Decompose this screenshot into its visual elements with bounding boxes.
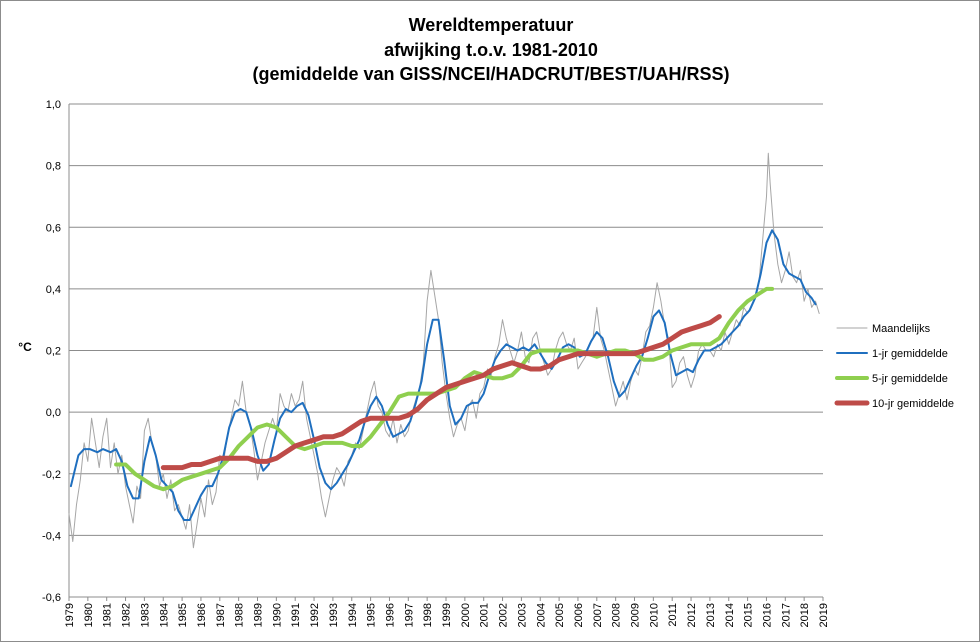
x-tick-label: 2004 [535,603,547,627]
legend-label: 10-jr gemiddelde [872,398,954,410]
x-tick-label: 2016 [761,603,773,627]
y-tick-label: 0,0 [46,407,61,419]
x-tick-label: 2019 [818,603,830,627]
x-tick-label: 2012 [686,603,698,627]
x-tick-label: 1986 [196,603,208,627]
x-tick-label: 1988 [234,603,246,627]
legend-label: Maandelijks [872,323,931,335]
x-tick-label: 2018 [799,603,811,627]
y-tick-label: 0,6 [46,222,61,234]
y-tick-label: 1,0 [46,99,61,111]
y-axis-label: °C [18,340,32,354]
x-tick-label: 2014 [724,603,736,627]
x-tick-label: 2013 [705,603,717,627]
x-tick-label: 1999 [441,603,453,627]
x-tick-label: 1983 [139,603,151,627]
title-line-2: afwijking t.o.v. 1981-2010 [384,40,598,60]
x-tick-label: 1994 [347,603,359,627]
x-tick-label: 2017 [780,603,792,627]
x-tick-label: 2003 [516,603,528,627]
x-tick-label: 2015 [743,603,755,627]
x-tick-label: 1998 [422,603,434,627]
x-tick-label: 1980 [83,603,95,627]
x-axis-ticks: 1979 1980 1981 1982 1983 1984 1985 1986 1987 1988… [64,597,830,627]
x-tick-label: 1989 [253,603,265,627]
y-tick-label: 0,4 [46,284,61,296]
title-line-1: Wereldtemperatuur [409,15,574,35]
x-tick-label: 1984 [158,603,170,627]
series-lines [68,152,820,549]
legend-label: 1-jr gemiddelde [872,348,948,360]
x-tick-label: 2002 [498,603,510,627]
x-tick-label: 2005 [554,603,566,627]
y-tick-label: -0,2 [42,469,61,481]
x-tick-label: 1990 [271,603,283,627]
y-tick-label: -0,6 [42,592,61,604]
x-tick-label: 1981 [102,603,114,627]
x-tick-label: 2009 [630,603,642,627]
x-tick-label: 1982 [121,603,133,627]
y-tick-label: -0,4 [42,530,61,542]
series-line-2 [69,229,817,521]
x-tick-label: 2011 [667,603,679,627]
x-tick-label: 1991 [290,603,302,627]
y-tick-label: 0,2 [46,346,61,358]
x-tick-label: 1995 [366,603,378,627]
x-tick-label: 2000 [460,603,472,627]
legend: Maandelijks 1-jr gemiddelde 5-jr gemiddeld… [834,323,954,410]
x-tick-label: 2001 [479,603,491,627]
x-tick-label: 2010 [648,603,660,627]
x-tick-label: 1997 [403,603,415,627]
x-tick-label: 2008 [611,603,623,627]
legend-label: 5-jr gemiddelde [872,373,948,385]
x-tick-label: 1987 [215,603,227,627]
y-tick-label: 0,8 [46,161,61,173]
chart-title: Wereldtemperatuur afwijking t.o.v. 1981-… [252,15,729,84]
x-tick-label: 1996 [384,603,396,627]
x-tick-label: 1993 [328,603,340,627]
title-line-3: (gemiddelde van GISS/NCEI/HADCRUT/BEST/U… [252,64,729,84]
y-axis-ticks: 1,0 0,8 0,6 0,4 0,2 0,0 -0,2 -0,4 -0,6 [42,99,61,604]
x-tick-label: 2006 [573,603,585,627]
x-tick-label: 1985 [177,603,189,627]
x-tick-label: 2007 [592,603,604,627]
x-tick-label: 1979 [64,603,76,627]
series-line-3 [114,286,775,492]
series-line-1 [68,152,820,549]
x-tick-label: 1992 [309,603,321,627]
series-line-4 [160,314,722,471]
